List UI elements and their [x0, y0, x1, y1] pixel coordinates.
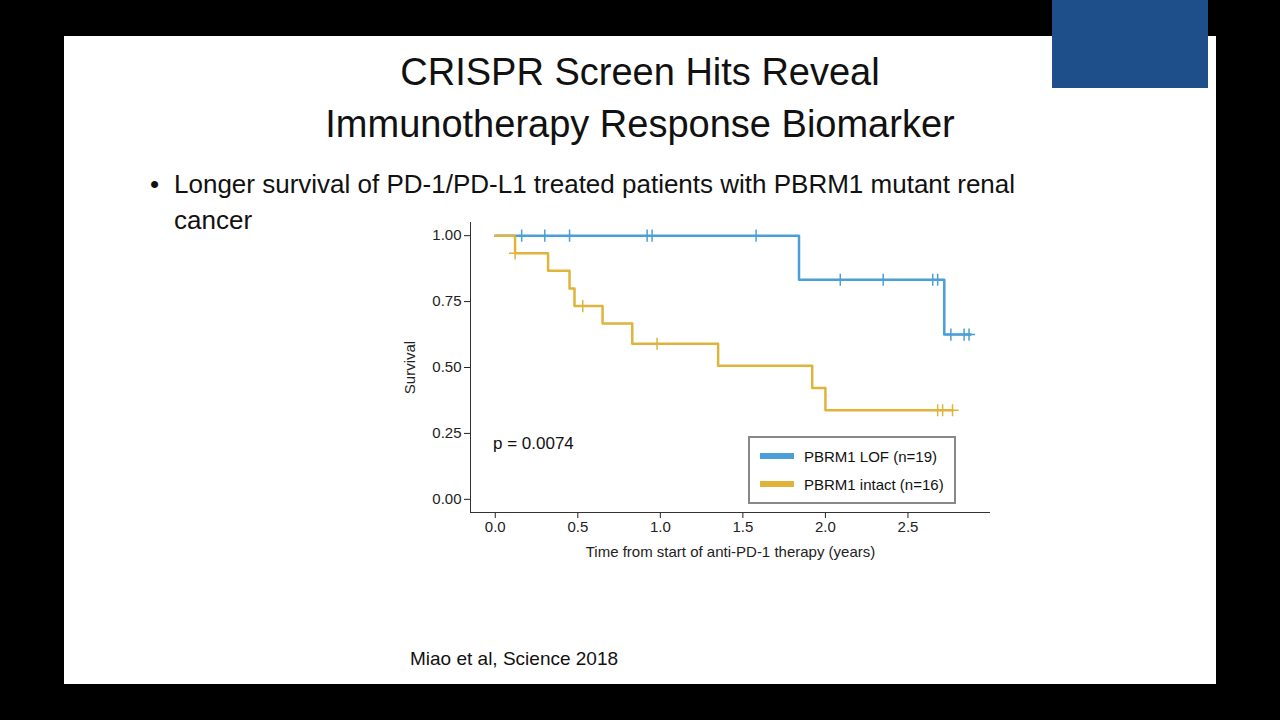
svg-text:1.5: 1.5 [732, 518, 753, 535]
svg-text:0.5: 0.5 [567, 518, 588, 535]
svg-text:2.5: 2.5 [898, 518, 919, 535]
svg-text:1.0: 1.0 [650, 518, 671, 535]
svg-text:Survival: Survival [401, 341, 418, 394]
svg-text:0.0: 0.0 [485, 518, 506, 535]
svg-text:0.00: 0.00 [432, 490, 461, 507]
svg-text:0.75: 0.75 [432, 292, 461, 309]
svg-text:Time from start of anti-PD-1 t: Time from start of anti-PD-1 therapy (ye… [586, 543, 876, 560]
svg-text:0.50: 0.50 [432, 358, 461, 375]
svg-text:0.25: 0.25 [432, 424, 461, 441]
svg-text:1.00: 1.00 [432, 226, 461, 243]
svg-text:2.0: 2.0 [815, 518, 836, 535]
